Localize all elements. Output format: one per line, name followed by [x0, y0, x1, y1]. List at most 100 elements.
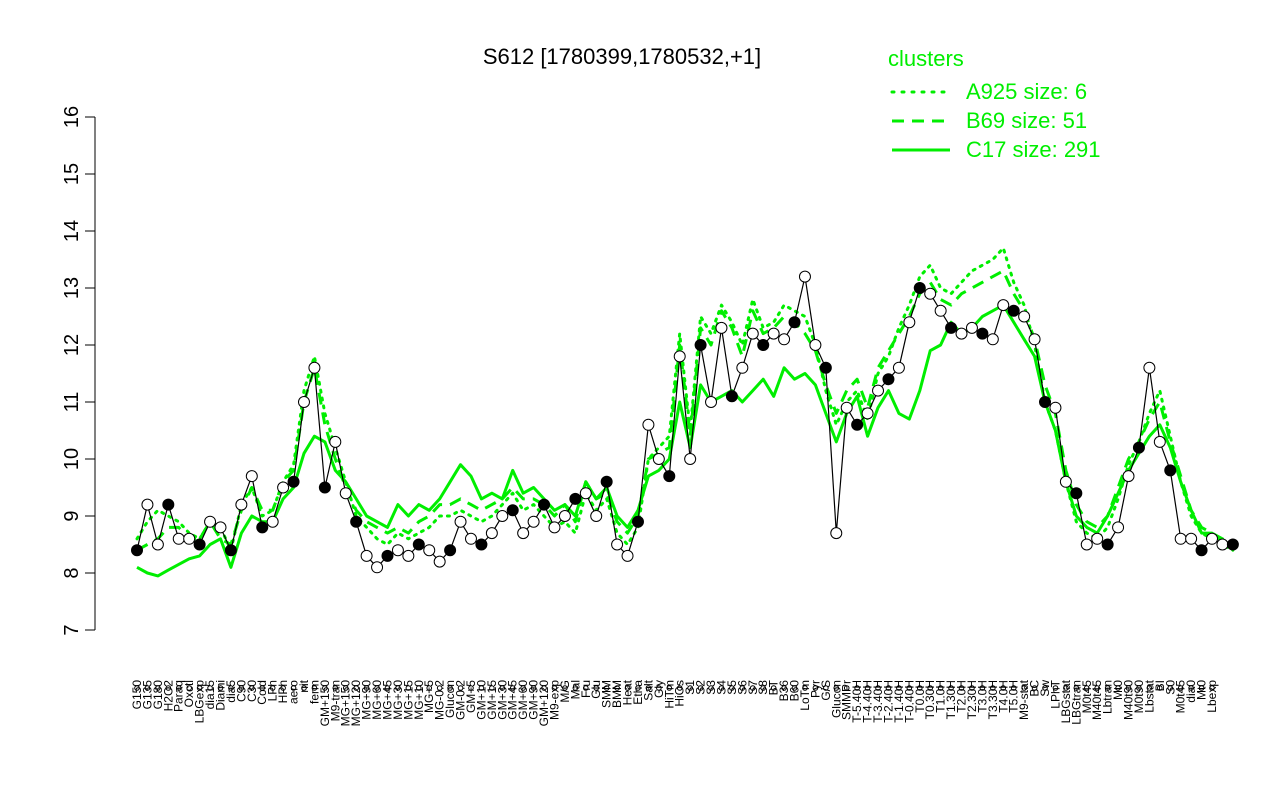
- x-tick-marker: [656, 685, 662, 691]
- data-point: [590, 510, 603, 522]
- data-point: [1039, 396, 1052, 408]
- data-point: [1049, 401, 1062, 414]
- x-tick-label: T3.30H: [986, 680, 1000, 719]
- x-tick-marker: [499, 685, 506, 691]
- x-tick-label: M0t90: [1132, 680, 1146, 714]
- series-line-dashed: [136, 269, 1234, 552]
- x-tick-label: T-4.40H: [861, 680, 875, 723]
- data-point: [757, 339, 770, 351]
- x-tick-label: GM+150: [318, 680, 332, 727]
- data-point: [527, 515, 540, 528]
- data-point: [360, 549, 373, 562]
- x-tick-label: LBGstat: [1059, 679, 1073, 723]
- x-tick-label: MG+60: [370, 680, 384, 720]
- x-tick-label: GM+5: [464, 680, 478, 713]
- x-tick-label: C90: [234, 680, 248, 702]
- x-tick-label: MG+15: [401, 680, 415, 720]
- data-point: [945, 321, 958, 334]
- data-point: [840, 401, 853, 414]
- x-tick-marker: [489, 685, 495, 691]
- x-tick-marker: [259, 685, 266, 691]
- x-tick-marker: [697, 685, 704, 691]
- data-point: [851, 418, 864, 431]
- x-tick-marker: [155, 685, 161, 691]
- y-tick-label: 16: [61, 106, 83, 128]
- data-point: [266, 515, 279, 528]
- x-tick-marker: [635, 685, 641, 691]
- x-tick-label: dia15: [203, 680, 217, 710]
- data-point: [548, 521, 561, 534]
- x-tick-label: GM+45: [506, 680, 520, 720]
- x-tick-marker: [353, 685, 359, 691]
- x-tick-marker: [134, 685, 140, 691]
- x-tick-marker: [708, 685, 714, 691]
- x-tick-marker: [979, 685, 986, 691]
- x-tick-marker: [781, 685, 787, 691]
- x-tick-marker: [562, 685, 568, 691]
- x-tick-marker: [593, 685, 600, 691]
- x-tick-label: nit: [297, 679, 311, 692]
- data-point: [1185, 532, 1198, 545]
- x-tick-label: SMM: [600, 680, 614, 708]
- data-point: [1091, 532, 1104, 545]
- data-point: [412, 538, 425, 551]
- x-tick-label: HiOs: [673, 680, 687, 707]
- data-point: [183, 532, 196, 545]
- data-point: [371, 561, 384, 574]
- data-point: [934, 304, 947, 317]
- x-tick-label: LBGexp: [193, 680, 207, 724]
- x-tick-marker: [906, 685, 913, 691]
- x-tick-marker: [916, 685, 923, 691]
- x-tick-marker: [614, 685, 620, 691]
- x-tick-label: Oxctl: [182, 680, 196, 707]
- data-point: [652, 453, 665, 465]
- data-point: [663, 470, 676, 483]
- x-tick-marker: [603, 685, 610, 691]
- x-tick-label: S7: [746, 680, 760, 695]
- data-point: [673, 350, 686, 363]
- legend-entry: B69 size: 51: [966, 108, 1087, 133]
- x-tick-label: HPh: [276, 680, 290, 703]
- data-point: [1216, 538, 1229, 551]
- data-point: [350, 515, 363, 528]
- x-tick-marker: [1104, 685, 1111, 691]
- x-tick-label: T0.0H: [913, 680, 927, 713]
- x-tick-marker: [509, 685, 516, 691]
- x-tick-label: M40t45: [1090, 680, 1104, 720]
- x-tick-marker: [958, 685, 965, 691]
- x-tick-marker: [1063, 685, 1069, 691]
- data-point: [151, 538, 164, 551]
- legend-entry: A925 size: 6: [966, 79, 1087, 104]
- data-point: [538, 498, 551, 511]
- data-point: [819, 361, 832, 374]
- x-tick-label: dia0: [1184, 680, 1198, 703]
- x-tick-label: S4: [714, 680, 728, 695]
- x-tick-label: MG+10: [412, 680, 426, 720]
- data-point: [277, 481, 290, 494]
- x-tick-label: Lbstat: [1142, 679, 1156, 712]
- data-point: [256, 521, 269, 534]
- x-tick-marker: [1177, 685, 1184, 691]
- x-tick-marker: [405, 685, 412, 691]
- x-tick-marker: [280, 685, 286, 691]
- data-point: [1122, 470, 1135, 483]
- data-point: [767, 327, 780, 340]
- x-tick-label: M9-stat: [1017, 679, 1031, 720]
- data-point: [1018, 310, 1031, 323]
- y-axis: 7 8 9 10 11 12 13 14 15 16: [61, 106, 96, 636]
- x-tick-marker: [1198, 685, 1205, 691]
- data-point: [872, 384, 885, 397]
- data-point: [329, 435, 342, 448]
- x-tick-label: G150: [130, 680, 144, 710]
- x-tick-label: S2: [694, 680, 708, 695]
- x-tick-label: Sw: [1038, 680, 1052, 697]
- x-tick-marker: [885, 685, 892, 691]
- x-tick-marker: [228, 685, 234, 691]
- x-tick-marker: [520, 685, 526, 691]
- data-point: [214, 521, 227, 534]
- x-tick-marker: [1052, 685, 1059, 691]
- x-tick-label: Mal: [568, 680, 582, 699]
- data-point: [705, 396, 718, 408]
- x-tick-marker: [1042, 685, 1048, 691]
- x-tick-marker: [551, 685, 558, 691]
